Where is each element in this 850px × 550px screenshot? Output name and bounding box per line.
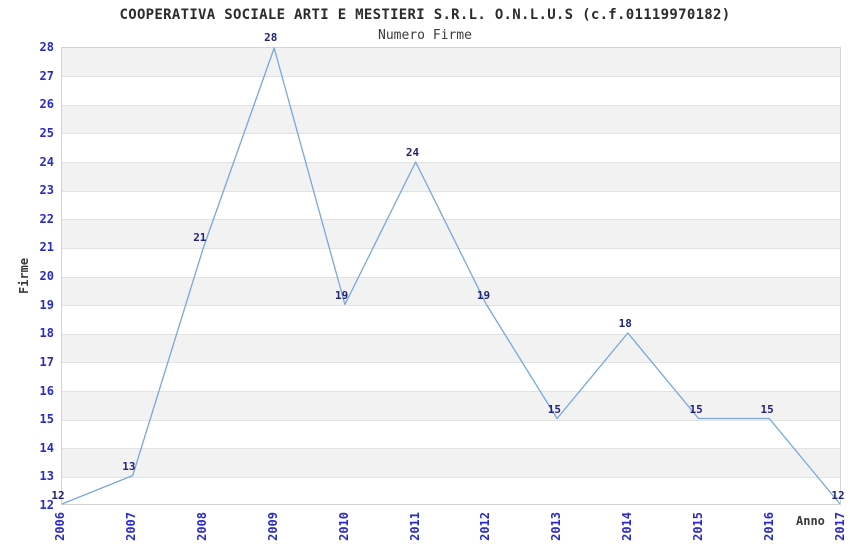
x-tick-label: 2015 (691, 512, 706, 541)
x-tick-label: 2013 (549, 512, 564, 541)
point-value-label: 15 (760, 403, 774, 417)
x-tick-label: 2017 (833, 512, 847, 541)
y-tick-label: 27 (39, 68, 54, 83)
point-value-label: 19 (335, 288, 349, 302)
point-value-label: 12 (51, 489, 65, 502)
x-tick-label: 2014 (620, 512, 635, 541)
gridline (62, 104, 840, 106)
point-value-label: 24 (405, 145, 420, 159)
grid-band (62, 105, 840, 134)
point-value-label: 13 (122, 460, 136, 474)
y-tick-label: 15 (39, 412, 54, 427)
point-value-label: 15 (547, 403, 561, 417)
grid-band (62, 162, 840, 192)
data-line (61, 47, 841, 505)
point-value-label: 12 (831, 489, 845, 502)
point-value-label: 19 (476, 288, 491, 302)
x-tick-label: 2010 (336, 512, 351, 541)
y-tick-label: 14 (39, 440, 54, 455)
y-tick-label: 28 (39, 40, 54, 54)
chart-title: COOPERATIVA SOCIALE ARTI E MESTIERI S.R.… (119, 7, 731, 23)
plot-area (61, 47, 841, 505)
data-line-svg (61, 47, 841, 505)
grid-band (62, 48, 840, 77)
x-tick-label: 2016 (762, 512, 777, 541)
gridline (62, 276, 840, 278)
point-value-label: 15 (689, 403, 703, 417)
y-tick-label: 19 (39, 297, 54, 312)
point-value-label: 21 (193, 231, 207, 245)
gridline (62, 219, 840, 221)
x-axis-label: Anno (796, 514, 825, 528)
gridline (62, 333, 840, 335)
point-value-label: 18 (618, 317, 632, 331)
gridline (62, 391, 840, 392)
y-tick-label: 24 (39, 154, 54, 169)
gridline (62, 419, 840, 421)
y-tick-label: 18 (39, 326, 54, 341)
gridline (62, 162, 840, 163)
gridline (62, 448, 840, 450)
y-tick-label: 17 (39, 354, 54, 369)
gridline (62, 362, 840, 364)
x-tick-label: 2011 (407, 512, 422, 541)
y-tick-label: 13 (39, 469, 54, 484)
grid-band (62, 334, 840, 363)
y-tick-label: 26 (39, 97, 54, 112)
grid-band (62, 448, 840, 478)
y-tick-label: 23 (39, 183, 54, 198)
y-tick-label: 22 (39, 211, 54, 226)
grid-band (62, 391, 840, 421)
y-tick-label: 20 (39, 269, 54, 283)
point-value-label: 28 (264, 31, 278, 44)
gridline (62, 247, 840, 249)
y-tick-label: 21 (39, 240, 54, 255)
x-tick-label: 2008 (194, 512, 209, 541)
y-tick-label: 25 (39, 125, 54, 140)
gridline (62, 476, 840, 478)
x-tick-label: 2012 (478, 512, 493, 541)
y-tick-label: 12 (39, 498, 54, 512)
x-tick-label: 2007 (123, 512, 138, 541)
grid-band (62, 277, 840, 306)
gridline (62, 190, 840, 192)
x-tick-label: 2009 (265, 512, 280, 541)
gridline (62, 76, 840, 78)
gridline (62, 133, 840, 135)
gridline (62, 305, 840, 307)
x-tick-label: 2006 (53, 512, 67, 541)
y-tick-label: 16 (39, 383, 54, 398)
chart-subtitle: Numero Firme (378, 28, 472, 43)
